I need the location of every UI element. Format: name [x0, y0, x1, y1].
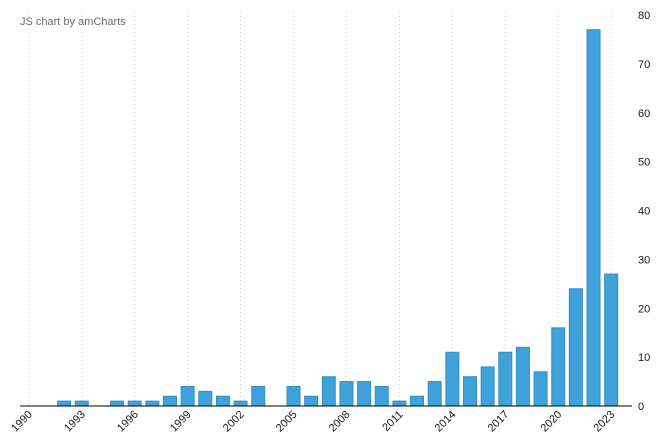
bar-1993[interactable] — [74, 400, 89, 407]
x-axis-label: 2014 — [433, 409, 459, 435]
bar-2001[interactable] — [215, 395, 230, 407]
bar-2022[interactable] — [586, 29, 601, 407]
x-axis-label: 2023 — [591, 409, 617, 435]
y-axis-label: 30 — [638, 254, 650, 266]
bar-2016[interactable] — [480, 366, 495, 407]
x-axis-label: 2017 — [486, 409, 512, 435]
bar-2019[interactable] — [533, 371, 548, 407]
bar-2014[interactable] — [445, 351, 460, 407]
bar-2009[interactable] — [357, 381, 372, 407]
x-axis-label: 1990 — [9, 409, 35, 435]
x-axis-label: 2002 — [221, 409, 247, 435]
bar-2018[interactable] — [515, 346, 530, 407]
bar-2011[interactable] — [392, 400, 407, 407]
bar-2005[interactable] — [286, 385, 301, 407]
y-axis-label: 70 — [638, 59, 650, 71]
bar-1998[interactable] — [163, 395, 177, 407]
y-axis-label: 60 — [638, 108, 650, 120]
bar-1997[interactable] — [145, 400, 160, 407]
bar-2012[interactable] — [410, 395, 425, 407]
bar-2002[interactable] — [233, 400, 248, 407]
bar-2008[interactable] — [339, 381, 354, 407]
x-axis-label: 2005 — [274, 409, 300, 435]
bar-1996[interactable] — [127, 400, 142, 407]
bar-2010[interactable] — [374, 385, 389, 407]
bar-2007[interactable] — [321, 376, 336, 407]
x-axis-label: 2020 — [539, 409, 565, 435]
y-axis-label: 50 — [638, 157, 650, 169]
x-axis-label: 1993 — [62, 409, 88, 435]
bar-2020[interactable] — [551, 327, 566, 407]
bar-2021[interactable] — [568, 288, 583, 407]
amcharts-watermark-link[interactable]: JS chart by amCharts — [20, 16, 126, 28]
bar-2006[interactable] — [304, 395, 319, 407]
bar-2015[interactable] — [463, 376, 477, 407]
bar-2013[interactable] — [427, 381, 442, 407]
bar-1995[interactable] — [110, 400, 125, 407]
x-axis-label: 1996 — [115, 409, 141, 435]
x-axis-label: 1999 — [168, 409, 194, 435]
y-axis-label: 80 — [638, 10, 650, 22]
y-axis-label: 20 — [638, 303, 650, 315]
x-axis-label: 2011 — [380, 409, 405, 434]
bar-2017[interactable] — [498, 351, 513, 407]
bar-2000[interactable] — [198, 390, 213, 407]
y-axis-label: 40 — [638, 206, 650, 218]
bar-1992[interactable] — [57, 400, 72, 407]
y-axis-label: 0 — [638, 401, 644, 413]
bar-2003[interactable] — [251, 385, 266, 407]
y-axis-label: 10 — [638, 352, 650, 364]
bar-1999[interactable] — [180, 385, 195, 407]
bar-2023[interactable] — [604, 273, 619, 407]
x-axis-label: 2008 — [327, 409, 353, 435]
